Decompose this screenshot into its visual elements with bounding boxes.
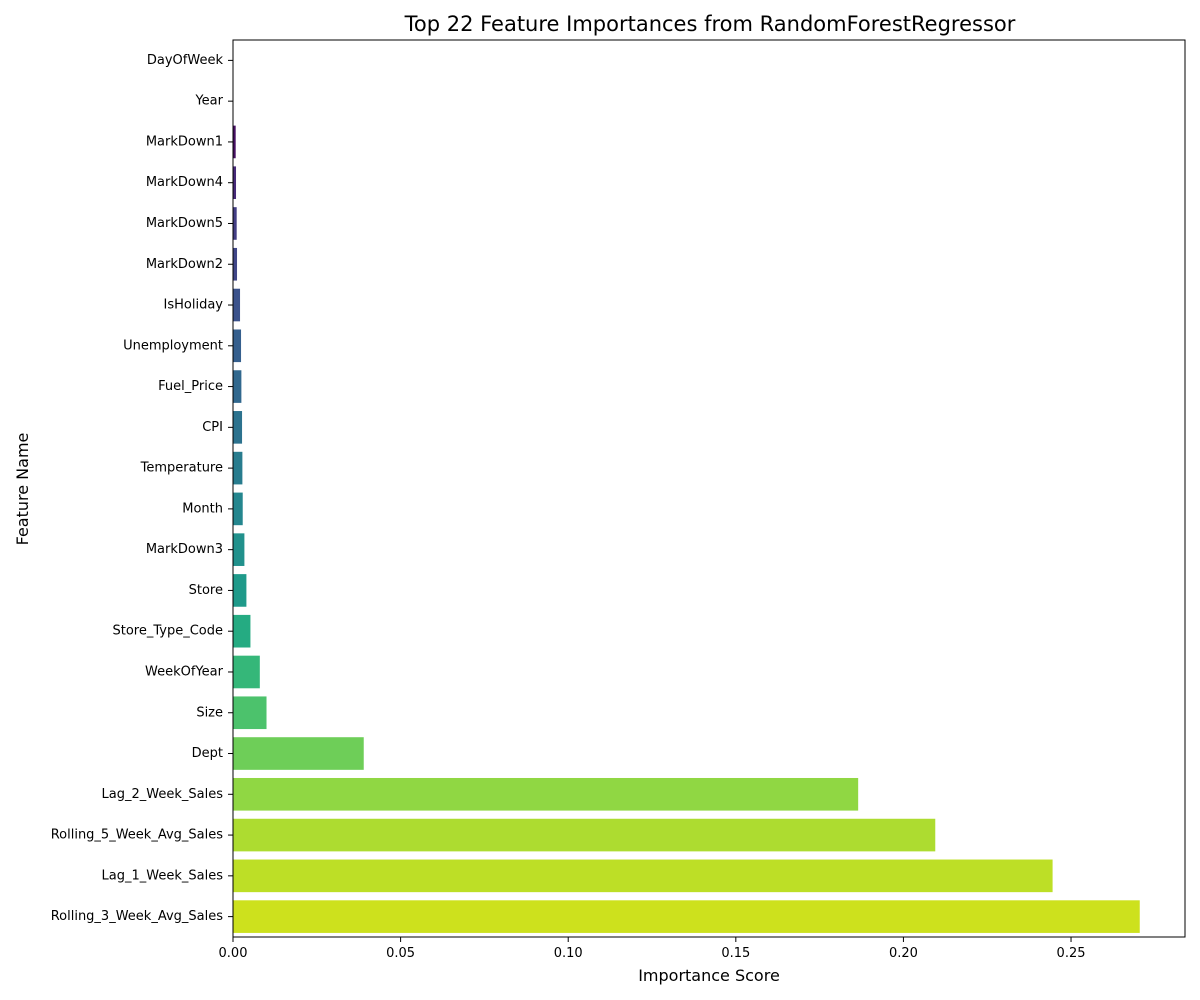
y-tick-label: Rolling_5_Week_Avg_Sales (51, 828, 224, 843)
x-tick-label: 0.05 (386, 946, 415, 961)
bar-Lag_2_Week_Sales (233, 777, 859, 811)
y-tick-label: CPI (202, 420, 223, 435)
y-ticks-layer: DayOfWeek Year MarkDown1 MarkDown4 MarkDown5… (51, 53, 233, 924)
bar-CPI (233, 411, 243, 444)
y-tick-label: Store_Type_Code (113, 624, 224, 639)
y-tick-label: DayOfWeek (147, 53, 224, 68)
bar-MarkDown2 (233, 247, 238, 281)
y-tick-label: IsHoliday (164, 298, 224, 313)
bar-Rolling_5_Week_Avg_Sales (233, 818, 936, 852)
x-tick-label: 0.00 (219, 946, 248, 961)
bar-IsHoliday (233, 288, 241, 322)
bar-MarkDown3 (233, 533, 245, 566)
y-tick-label: Lag_2_Week_Sales (102, 787, 224, 802)
bar-Rolling_3_Week_Avg_Sales (233, 900, 1140, 933)
y-tick-label: MarkDown1 (146, 134, 223, 149)
bar-MarkDown5 (233, 207, 237, 240)
bar-Temperature (233, 451, 243, 485)
bar-Month (233, 492, 243, 526)
y-tick-label: WeekOfYear (145, 664, 224, 679)
y-tick-label: Temperature (140, 461, 223, 476)
y-axis-label: Feature Name (13, 433, 32, 546)
bar-Store_Type_Code (233, 614, 251, 648)
y-tick-label: MarkDown4 (146, 175, 223, 190)
y-tick-label: MarkDown5 (146, 216, 223, 231)
x-tick-label: 0.15 (721, 946, 750, 961)
y-tick-label: MarkDown2 (146, 257, 223, 272)
x-tick-label: 0.25 (1057, 946, 1086, 961)
y-tick-label: Unemployment (123, 338, 223, 353)
y-tick-label: MarkDown3 (146, 542, 223, 557)
bar-Store (233, 574, 247, 607)
y-tick-label: Dept (192, 746, 223, 761)
x-axis-label: Importance Score (638, 966, 780, 985)
x-ticks-layer: 0.00 0.05 0.10 0.15 0.20 0.25 (219, 937, 1086, 961)
y-tick-label: Month (182, 501, 223, 516)
bar-Dept (233, 737, 364, 770)
y-tick-label: Store (189, 583, 223, 598)
y-tick-label: Size (196, 705, 223, 720)
plot-frame (232, 39, 1186, 938)
bars-layer (233, 125, 1140, 933)
y-tick-label: Fuel_Price (158, 379, 223, 394)
bar-WeekOfYear (233, 655, 260, 689)
bar-MarkDown4 (233, 166, 237, 200)
bar-Size (233, 696, 267, 730)
x-tick-label: 0.20 (889, 946, 918, 961)
bar-MarkDown1 (233, 125, 236, 159)
chart-title: Top 22 Feature Importances from RandomFo… (404, 12, 1016, 36)
bar-Lag_1_Week_Sales (233, 859, 1053, 893)
y-tick-label: Lag_1_Week_Sales (102, 868, 224, 883)
x-tick-label: 0.10 (554, 946, 583, 961)
bar-Fuel_Price (233, 370, 242, 403)
y-tick-label: Year (194, 94, 223, 109)
bar-Unemployment (233, 329, 242, 363)
y-tick-label: Rolling_3_Week_Avg_Sales (51, 909, 224, 924)
